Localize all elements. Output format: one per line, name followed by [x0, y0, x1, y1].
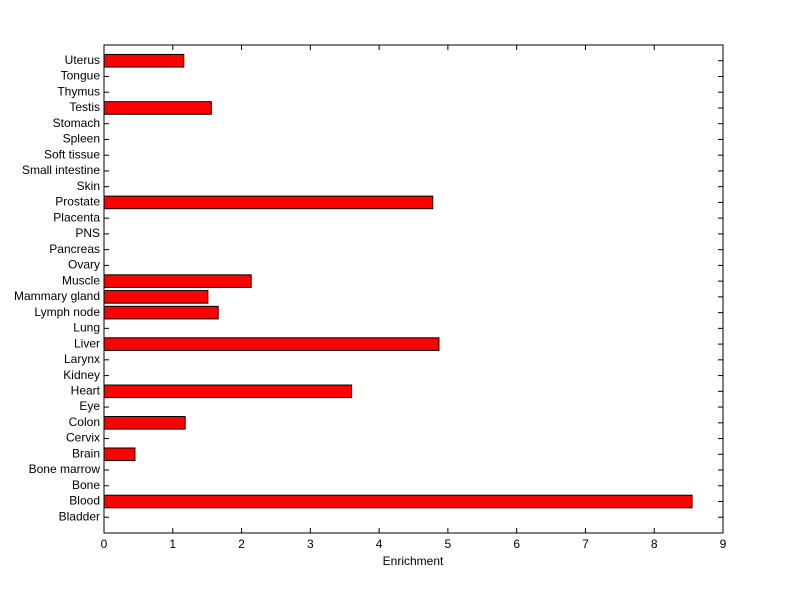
y-tick-label: Ovary	[68, 258, 100, 272]
x-tick-label: 4	[376, 537, 383, 551]
y-tick-label: Liver	[74, 336, 100, 350]
x-tick-label: 2	[238, 537, 245, 551]
y-tick-label: Blood	[69, 494, 100, 508]
x-tick-label: 9	[720, 537, 727, 551]
y-tick-label: Bone	[72, 478, 100, 492]
y-tick-label: Kidney	[63, 368, 100, 382]
y-tick-label: Prostate	[55, 195, 100, 209]
bar	[103, 290, 209, 304]
y-tick-label: Heart	[71, 383, 101, 397]
y-tick-label: Skin	[77, 179, 100, 193]
y-tick-label: Placenta	[53, 210, 100, 224]
x-tick-label: 0	[101, 537, 108, 551]
y-tick-label: Pancreas	[49, 242, 100, 256]
y-tick-label: Colon	[69, 415, 100, 429]
y-tick-label: Spleen	[63, 132, 100, 146]
y-tick-label: Muscle	[62, 273, 100, 287]
bar	[103, 53, 185, 68]
x-tick-label: 3	[307, 537, 314, 551]
y-tick-label: Cervix	[66, 431, 100, 445]
y-tick-label: Lung	[73, 321, 100, 335]
x-tick-label: 5	[445, 537, 452, 551]
y-tick-label: Small intestine	[22, 163, 100, 177]
y-tick-label: Stomach	[53, 116, 100, 130]
bar	[103, 494, 693, 509]
bar	[103, 274, 252, 288]
bar	[103, 447, 136, 462]
y-tick-label: Tongue	[61, 69, 101, 83]
x-tick-label: 6	[513, 537, 520, 551]
y-tick-label: Thymus	[57, 84, 100, 98]
bar	[103, 195, 434, 210]
bar	[103, 384, 353, 399]
y-tick-label: Bone marrow	[29, 462, 101, 476]
y-tick-label: Bladder	[59, 509, 100, 523]
y-tick-label: Brain	[72, 446, 100, 460]
x-axis-label: Enrichment	[383, 554, 444, 568]
bar	[103, 101, 212, 115]
plot-frame	[103, 44, 724, 534]
y-tick-label: Uterus	[65, 53, 100, 67]
bar	[103, 416, 186, 430]
y-tick-label: PNS	[75, 226, 100, 240]
x-tick-label: 7	[582, 537, 589, 551]
y-tick-label: Eye	[79, 399, 100, 413]
bar	[103, 337, 440, 351]
bar	[103, 305, 219, 320]
y-tick-label: Larynx	[64, 352, 100, 366]
x-tick-label: 8	[651, 537, 658, 551]
y-tick-label: Soft tissue	[44, 147, 100, 161]
y-tick-label: Testis	[69, 100, 100, 114]
x-tick-label: 1	[169, 537, 176, 551]
y-tick-label: Lymph node	[34, 305, 100, 319]
y-tick-label: Mammary gland	[14, 289, 100, 303]
